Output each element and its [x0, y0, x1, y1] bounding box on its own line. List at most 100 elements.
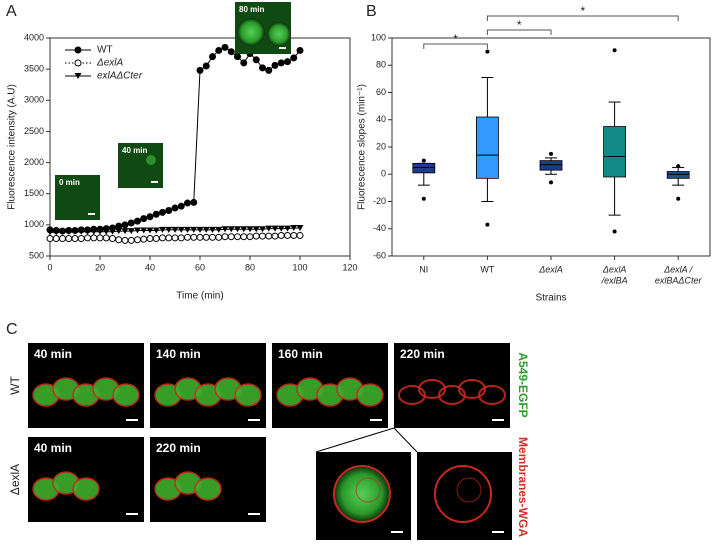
x-tick-label: 100: [292, 262, 307, 272]
marker: [146, 213, 154, 221]
marker: [246, 233, 254, 241]
marker: [277, 231, 285, 239]
marker: [246, 226, 254, 233]
x-tick-label: /exlBA: [601, 275, 628, 285]
marker: [265, 232, 273, 240]
marker: [271, 225, 279, 232]
marker: [184, 226, 191, 233]
marker: [159, 234, 166, 242]
marker: [159, 226, 166, 233]
outlier: [676, 164, 681, 169]
significance-label: *: [453, 32, 458, 46]
y-tick-label: 60: [376, 87, 386, 97]
y-tick-label: 3500: [24, 64, 44, 74]
cell: [267, 22, 291, 46]
outlier: [485, 222, 490, 227]
legend-marker: [74, 59, 82, 67]
nucleus: [355, 477, 381, 503]
marker: [109, 235, 116, 243]
outlier: [612, 229, 617, 234]
outlier: [421, 158, 426, 163]
marker: [252, 56, 260, 64]
marker: [52, 229, 60, 236]
marker: [265, 225, 273, 232]
marker: [65, 235, 73, 243]
marker: [290, 224, 298, 231]
marker: [165, 226, 173, 233]
cell: [234, 383, 262, 407]
significance-bracket: [486, 15, 679, 21]
marker: [265, 66, 273, 74]
y-tick-label: 40: [376, 114, 386, 124]
x-tick-label: ΔexlA: [538, 264, 563, 274]
time-label: 40 min: [34, 347, 72, 361]
marker: [209, 53, 216, 61]
y-tick-label: 500: [29, 250, 44, 260]
y-axis-label: Fluorescence slopes (min⁻¹): [357, 84, 368, 210]
marker: [271, 61, 279, 69]
marker: [227, 233, 235, 241]
outlier: [485, 49, 490, 54]
marker: [277, 225, 285, 232]
marker: [252, 226, 260, 233]
cell: [146, 155, 156, 165]
inset-image: [118, 143, 163, 188]
panel-label: A: [6, 3, 17, 20]
marker: [171, 226, 179, 233]
marker: [284, 225, 291, 232]
y-tick-label: 80: [376, 60, 386, 70]
box: [539, 160, 563, 171]
legend-marker: [74, 46, 82, 54]
time-label: 220 min: [156, 441, 201, 455]
x-tick-label: 20: [95, 262, 105, 272]
marker: [215, 233, 223, 241]
marker: [209, 226, 216, 233]
x-tick-label: exlBAΔCter: [655, 275, 703, 285]
y-tick-label: 20: [376, 141, 386, 151]
y-tick-label: 1500: [24, 188, 44, 198]
y-tick-label: 0: [381, 169, 386, 179]
cell: [112, 383, 140, 407]
legend-label: exlAΔCter: [97, 71, 143, 82]
marker: [171, 204, 179, 212]
marker: [290, 54, 298, 62]
y-tick-label: 2500: [24, 126, 44, 136]
outlier: [549, 180, 553, 185]
marker: [259, 226, 266, 233]
x-tick-label: 120: [342, 262, 357, 272]
marker: [240, 226, 248, 233]
marker: [140, 227, 148, 234]
marker: [209, 233, 216, 241]
marker: [121, 228, 129, 235]
marker: [240, 59, 248, 67]
marker: [184, 233, 191, 241]
channel-label: A549-EGFP: [516, 352, 530, 417]
marker: [202, 226, 210, 233]
y-tick-label: 1000: [24, 219, 44, 229]
marker: [46, 229, 54, 236]
cell: [237, 18, 265, 46]
marker: [234, 233, 241, 241]
marker: [140, 235, 148, 243]
marker: [127, 228, 135, 235]
cell: [434, 465, 492, 523]
x-tick-label: WT: [480, 264, 494, 274]
marker: [196, 66, 204, 74]
marker: [140, 215, 148, 223]
x-tick-label: 60: [195, 262, 205, 272]
marker: [177, 202, 185, 210]
box: [603, 126, 626, 178]
legend-label: ΔexlA: [96, 58, 123, 69]
time-label: 220 min: [400, 347, 445, 361]
inset-label: 40 min: [122, 146, 147, 155]
cell: [418, 379, 446, 399]
marker: [46, 235, 54, 243]
panel-label: B: [366, 3, 377, 20]
x-tick-label: 40: [145, 262, 155, 272]
x-tick-label: 80: [245, 262, 255, 272]
time-label: 160 min: [278, 347, 323, 361]
marker: [196, 233, 204, 241]
marker: [84, 228, 91, 235]
marker: [152, 235, 160, 243]
marker: [196, 226, 204, 233]
